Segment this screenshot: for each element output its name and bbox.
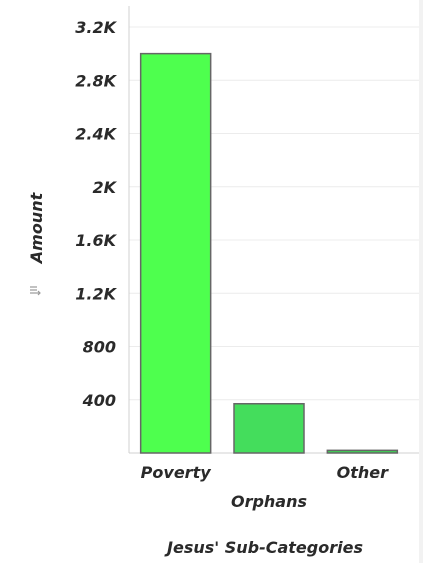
sort-icon[interactable] [28,284,42,298]
x-tick-label: Orphans [231,492,307,511]
x-tick-label: Poverty [141,463,212,482]
y-tick-label: 1.6K [75,231,117,250]
bar-orphans[interactable] [233,402,305,454]
bar-other[interactable] [326,449,399,454]
y-tick-label: 1.2K [75,284,117,303]
y-tick-label: 2.4K [75,125,117,144]
y-tick-label: 2K [92,178,117,197]
x-tick-label: Other [337,463,389,482]
bar-poverty[interactable] [139,52,212,454]
y-tick-labels: 400 800 1.2K 1.6K 2K 2.4K 2.8K 3.2K [75,18,117,410]
y-tick-label: 800 [83,338,116,357]
x-tick-labels: Poverty Orphans Other [141,463,389,511]
bars [139,52,399,454]
y-axis-title: Amount [27,191,46,265]
y-tick-label: 2.8K [75,71,117,90]
x-axis-title: Jesus' Sub-Categories [164,538,363,557]
y-tick-label: 400 [82,391,116,410]
y-tick-label: 3.2K [75,18,117,37]
